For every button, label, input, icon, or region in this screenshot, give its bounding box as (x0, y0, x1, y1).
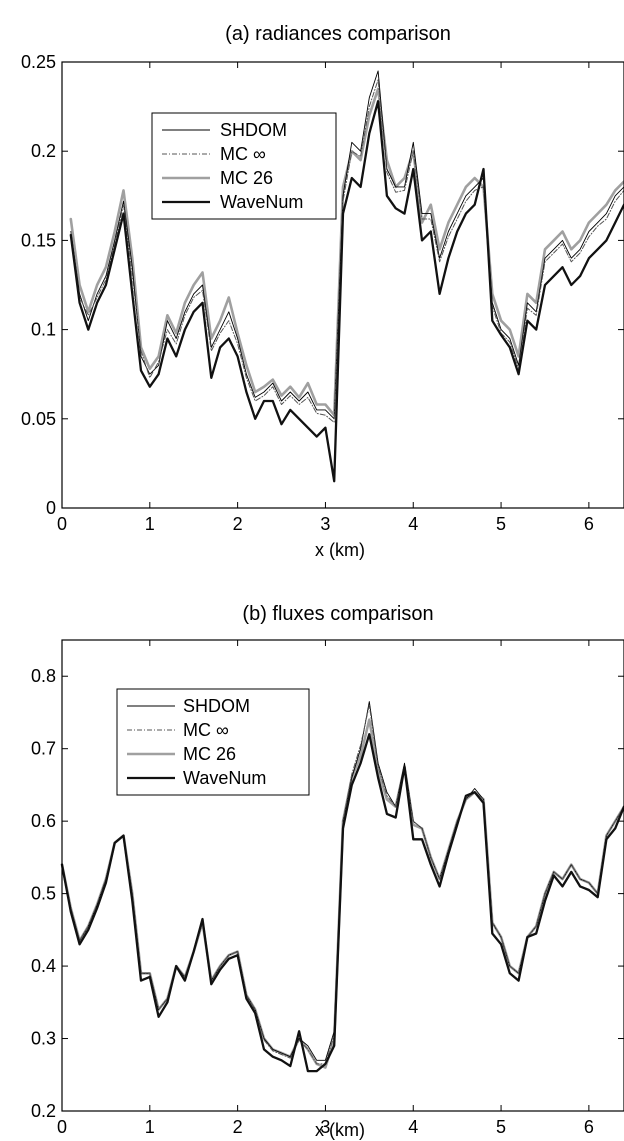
y-tick-label: 0.5 (31, 884, 56, 904)
y-tick-label: 0.2 (31, 141, 56, 161)
legend-label-wavenum: WaveNum (183, 768, 266, 788)
legend-label-mc-inf: MC ∞ (183, 720, 229, 740)
radiances-panel: (a) radiances comparison 0 1 2 3 4 5 6 0 0.05 0.1… (21, 23, 624, 560)
x-tick-label: 4 (408, 1117, 418, 1137)
x-tick-label: 2 (233, 1117, 243, 1137)
x-tick-label: 0 (57, 1117, 67, 1137)
x-tick-label: 1 (145, 514, 155, 534)
y-tick-label: 0.05 (21, 409, 56, 429)
fluxes-panel: (b) fluxes comparison 0 1 2 3 4 5 60.20.30.40.… (31, 603, 624, 1140)
y-tick-label: 0.25 (21, 52, 56, 72)
legend-label-wavenum: WaveNum (220, 192, 303, 212)
y-tick-label: 0 (46, 498, 56, 518)
x-tick-label: 5 (496, 1117, 506, 1137)
x-tick-label: 0 (57, 514, 67, 534)
y-tick-label: 0.6 (31, 811, 56, 831)
x-tick-label: 6 (584, 1117, 594, 1137)
x-axis-label: x (km) (315, 1120, 365, 1140)
legend: SHDOM MC ∞ MC 26 WaveNum (152, 113, 336, 219)
x-tick-label: 1 (145, 1117, 155, 1137)
legend-label-mc-26: MC 26 (183, 744, 236, 764)
x-tick-label: 3 (320, 514, 330, 534)
chart-title: (b) fluxes comparison (242, 603, 433, 625)
legend-label-shdom: SHDOM (220, 120, 287, 140)
legend-label-mc-26: MC 26 (220, 168, 273, 188)
y-tick-label: 0.7 (31, 739, 56, 759)
y-tick-label: 0.2 (31, 1101, 56, 1121)
x-tick-label: 5 (496, 514, 506, 534)
y-tick-label: 0.8 (31, 666, 56, 686)
legend-label-mc-inf: MC ∞ (220, 144, 266, 164)
legend: SHDOM MC ∞ MC 26 WaveNum (117, 689, 309, 795)
x-axis-label: x (km) (315, 540, 365, 560)
legend-label-shdom: SHDOM (183, 696, 250, 716)
y-tick-label: 0.3 (31, 1029, 56, 1049)
x-tick-label: 4 (408, 514, 418, 534)
y-tick-label: 0.1 (31, 320, 56, 340)
y-tick-label: 0.15 (21, 230, 56, 250)
x-tick-label: 6 (584, 514, 594, 534)
chart-title: (a) radiances comparison (225, 23, 451, 45)
y-tick-label: 0.4 (31, 956, 56, 976)
x-tick-label: 2 (233, 514, 243, 534)
